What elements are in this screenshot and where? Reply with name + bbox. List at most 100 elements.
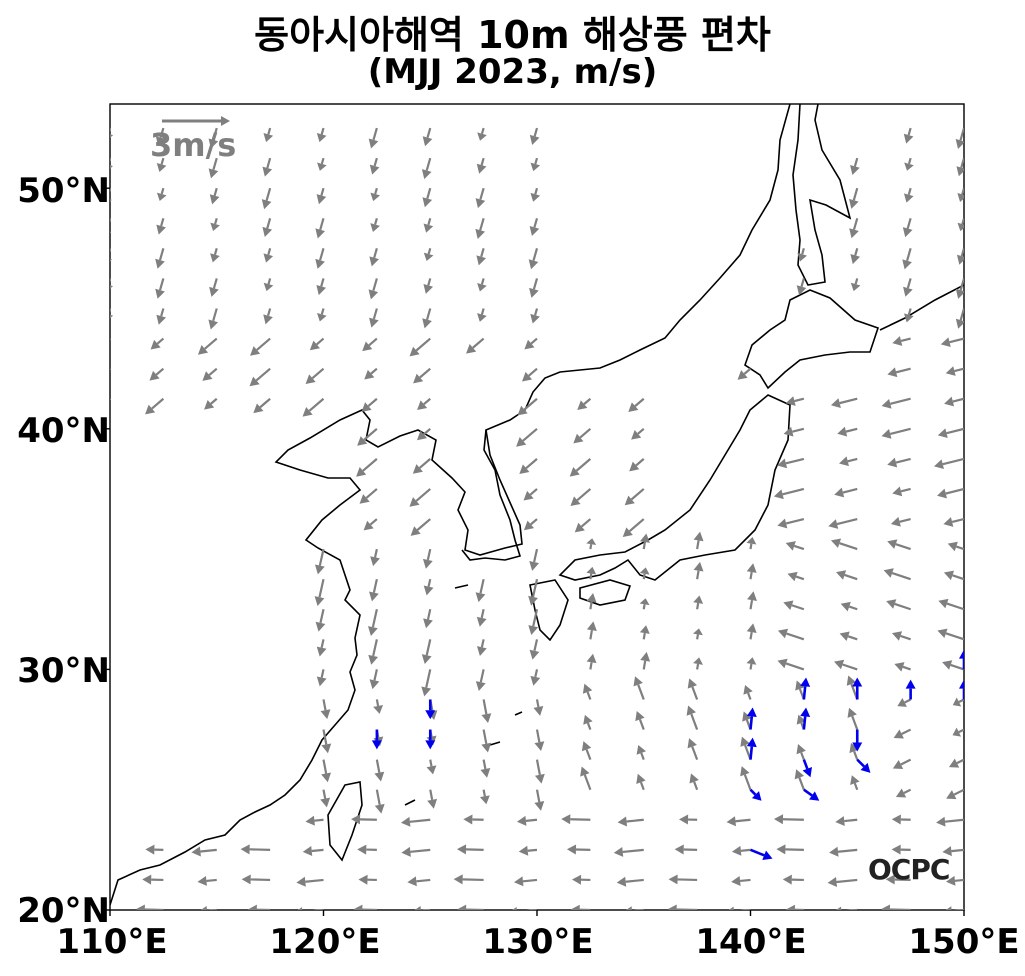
x-tick-label: 110°E [56,922,168,962]
anomaly-vector [155,248,165,269]
anomaly-vector [639,567,650,580]
anomaly-vector [773,487,805,500]
anomaly-vector [422,187,433,208]
anomaly-vector [261,187,272,210]
anomaly-vector [368,278,379,300]
anomaly-vector [316,278,327,296]
anomaly-vector [309,337,325,351]
anomaly-vectors [110,127,964,910]
anomaly-vector [316,127,327,143]
x-tick-label: 150°E [908,922,1020,962]
anomaly-vector [777,658,805,671]
anomaly-vector [573,427,592,444]
anomaly-vector [208,157,219,179]
anomaly-vector [475,217,485,239]
anomaly-vector [208,308,219,330]
anomaly-vector [529,278,539,298]
anomaly-vector [320,699,331,720]
y-tick-label: 30°N [17,651,110,691]
reference-vector [162,116,230,126]
significant-vector [749,788,762,801]
anomaly-vector [110,879,111,882]
anomaly-vector [830,538,858,551]
anomaly-vector [943,570,964,581]
anomaly-vector [957,187,964,203]
anomaly-vector [891,631,911,641]
anomaly-vector [209,278,219,297]
anomaly-vector [891,814,911,825]
anomaly-vector [955,308,964,329]
anomaly-vector [305,367,325,385]
anomaly-vector [640,651,651,670]
anomaly-vector [582,683,593,700]
anomaly-vector [746,657,757,670]
anomaly-vector [897,697,912,707]
korea-coastline [461,429,522,561]
anomaly-vector [890,516,911,527]
anomaly-vector [422,308,432,329]
anomaly-vector [880,904,911,910]
anomaly-vector [937,427,964,439]
anomaly-vector [364,367,378,380]
significant-vector [959,679,964,700]
anomaly-vector [422,127,433,147]
anomaly-vector [726,816,751,827]
anomaly-vector [413,367,431,384]
anomaly-vector [155,127,166,147]
anomaly-vector [947,541,964,552]
plot-frame [109,103,965,911]
anomaly-vector [746,537,757,550]
anomaly-vector [456,844,484,855]
anomaly-vector [358,874,377,885]
anomaly-vector [624,488,645,506]
anomaly-vector [321,729,332,754]
anomaly-vector [522,367,538,382]
anomaly-vector [827,877,858,887]
anomaly-vector [409,488,431,507]
anomaly-vector [297,907,324,910]
anomaly-vector [937,628,964,641]
anomaly-vector [400,816,431,827]
kuril-coastline [879,284,964,331]
anomaly-vector [636,744,646,761]
anomaly-vector [943,517,964,527]
anomaly-vector [938,598,964,611]
anomaly-vector [302,846,324,857]
anomaly-vector [316,669,327,687]
hokkaido-coastline [744,289,880,390]
anomaly-vector [693,595,704,610]
anomaly-vector [796,744,806,761]
anomaly-vector [639,625,650,640]
anomaly-vector [155,278,165,299]
significant-vector [905,679,916,700]
anomaly-vector [626,906,644,910]
anomaly-vector [846,675,859,700]
anomaly-vector [796,278,807,296]
anomaly-vector [891,844,911,855]
significant-vector [800,677,811,700]
anomaly-vector [110,158,113,169]
anomaly-vector [421,639,432,665]
anomaly-vector [296,876,324,887]
anomaly-vector [740,736,752,761]
anomaly-vector [850,775,860,791]
y-tick-label: 40°N [17,411,110,451]
anomaly-vector [516,427,538,447]
anomaly-vector [518,845,538,856]
anomaly-vector [956,248,964,265]
anomaly-vector [523,518,538,531]
anomaly-vector [892,336,911,346]
anomaly-vector [426,759,437,775]
anomaly-vector [586,653,597,670]
anomaly-vector [903,187,914,203]
anomaly-vector [480,759,491,778]
anomaly-vector [737,367,752,380]
anomaly-vector [883,568,911,581]
mainland-coastline [110,104,791,906]
anomaly-vector [202,367,218,381]
anomaly-vector [409,337,431,357]
anomaly-vector [586,538,597,550]
anomaly-vector [249,367,271,387]
anomaly-vector [361,397,378,412]
